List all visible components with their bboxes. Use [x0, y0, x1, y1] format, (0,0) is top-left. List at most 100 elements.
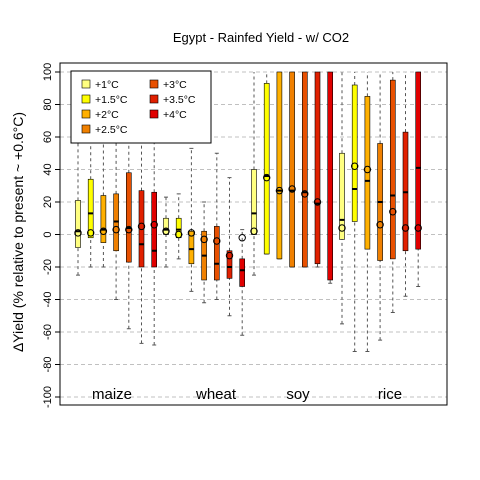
- plot-frame: [59, 62, 448, 406]
- box-iqr: [263, 83, 270, 255]
- y-tick-label: -80: [42, 357, 54, 373]
- box-iqr: [175, 217, 182, 239]
- legend-swatch: [149, 94, 159, 104]
- box-rice-7: [414, 71, 422, 287]
- mean-marker: [351, 162, 359, 170]
- box-iqr: [126, 172, 132, 263]
- legend-label: +3.5°C: [163, 94, 196, 106]
- box-soy-5: [301, 71, 309, 268]
- mean-marker: [263, 173, 271, 182]
- mean-marker: [250, 227, 258, 235]
- box-rice-2: [351, 72, 359, 352]
- box-iqr: [251, 169, 257, 235]
- crop-label-wheat: wheat: [195, 386, 237, 403]
- box-iqr: [75, 200, 81, 248]
- box-soy-7: [327, 71, 334, 284]
- legend: +1°C +1.5°C +2°C +2.5°C +3°C +3.5°C +4°C: [70, 70, 212, 144]
- chart-title: Egypt - Rainfed Yield - w/ CO2: [173, 30, 349, 45]
- mean-marker: [301, 190, 309, 198]
- box-soy-4: [288, 71, 296, 268]
- crop-group-soy: [250, 71, 334, 284]
- mean-marker: [150, 221, 158, 229]
- box-iqr: [301, 71, 308, 268]
- box-wheat-7: [238, 229, 246, 336]
- crop-group-rice: [338, 71, 422, 352]
- mean-marker: [338, 224, 346, 232]
- box-rice-6: [401, 72, 410, 297]
- crop-label-rice: rice: [378, 386, 402, 403]
- y-tick-label: -100: [42, 386, 54, 408]
- box-iqr: [151, 191, 157, 268]
- y-tick-label: -20: [42, 259, 54, 275]
- box-rice-4: [376, 72, 384, 341]
- y-tick-label: 60: [42, 131, 54, 143]
- box-iqr: [415, 71, 422, 250]
- crop-label-maize: maize: [92, 386, 132, 403]
- legend-swatch: [81, 109, 91, 119]
- box-wheat-3: [187, 147, 196, 292]
- box-rice-1: [338, 72, 346, 325]
- box-wheat-5: [213, 152, 221, 300]
- y-axis: -100 -80 -60 -40 -20 0 20 40 60 80 100: [42, 63, 60, 408]
- crop-label-soy: soy: [286, 386, 310, 403]
- box-wheat-6: [225, 177, 234, 317]
- legend-label: +4°C: [163, 109, 187, 121]
- box-maize-2: [87, 72, 95, 268]
- y-tick-label: 80: [42, 98, 54, 110]
- mean-marker: [200, 235, 208, 244]
- mean-marker: [313, 198, 322, 206]
- box-soy-2: [263, 72, 271, 255]
- legend-label: +3°C: [163, 79, 187, 91]
- mean-marker: [162, 227, 170, 235]
- legend-label: +2.5°C: [95, 124, 128, 136]
- y-tick-label: -60: [42, 324, 54, 340]
- box-iqr: [188, 230, 195, 265]
- box-iqr: [100, 195, 107, 243]
- legend-swatch: [149, 109, 159, 119]
- y-tick-label: 0: [42, 231, 54, 237]
- mean-marker: [389, 208, 397, 216]
- legend-label: +1°C: [95, 79, 119, 91]
- mean-marker: [87, 229, 95, 237]
- legend-label: +1.5°C: [95, 94, 128, 106]
- mean-marker: [74, 229, 82, 237]
- legend-swatch: [149, 79, 159, 89]
- box-iqr: [389, 79, 396, 260]
- mean-marker: [414, 224, 422, 232]
- mean-marker: [238, 234, 246, 242]
- box-plots: [74, 71, 422, 352]
- y-tick-label: 20: [42, 196, 54, 208]
- crop-labels: maize wheat soy rice: [92, 386, 402, 403]
- box-rice-5: [389, 72, 397, 313]
- y-tick-label: 40: [42, 163, 54, 175]
- y-tick-label: 100: [42, 63, 54, 81]
- box-iqr: [289, 71, 295, 268]
- box-iqr: [314, 71, 321, 265]
- box-wheat-4: [200, 201, 208, 304]
- box-iqr: [351, 84, 358, 222]
- box-rice-3: [363, 72, 372, 352]
- mean-marker: [187, 229, 196, 237]
- box-iqr: [327, 71, 334, 281]
- legend-label: +2°C: [95, 109, 119, 121]
- mean-marker: [213, 237, 221, 245]
- box-iqr: [239, 258, 245, 287]
- box-iqr: [163, 217, 169, 235]
- mean-marker: [112, 225, 120, 234]
- mean-marker: [401, 224, 410, 232]
- box-iqr: [87, 178, 94, 239]
- legend-box: [70, 70, 212, 144]
- box-iqr: [226, 250, 233, 279]
- box-wheat-2: [175, 193, 183, 260]
- y-tick-label: -40: [42, 292, 54, 308]
- crop-group-maize: [74, 72, 158, 346]
- legend-swatch: [81, 94, 91, 104]
- mean-marker: [363, 165, 372, 174]
- mean-marker: [125, 225, 133, 234]
- box-soy-6: [313, 71, 322, 268]
- legend-swatch: [81, 124, 91, 134]
- box-maize-1: [74, 72, 82, 276]
- mean-marker: [275, 186, 284, 195]
- legend-swatch: [81, 79, 91, 89]
